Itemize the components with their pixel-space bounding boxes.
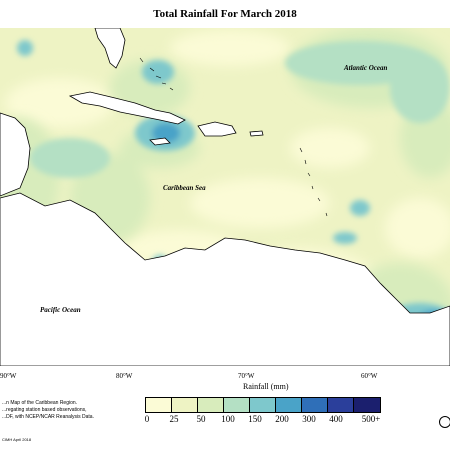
legend-swatch [328,398,354,412]
longitude-label: 90°W [0,372,17,380]
land-masses [0,28,450,366]
info-icon[interactable] [439,416,450,428]
pacific-ocean-label: Pacific Ocean [40,306,81,314]
legend-tick-label: 400 [329,414,343,424]
atlantic-ocean-label: Atlantic Ocean [344,64,388,72]
legend-swatch [250,398,276,412]
legend-tick-label: 500+ [361,414,381,424]
legend-tick-label: 300 [302,414,316,424]
legend-swatch [276,398,302,412]
legend-tick-label: 25 [169,414,179,424]
caption-line: ...regating station based observations, [2,407,87,413]
legend-tick-label: 50 [196,414,206,424]
legend-ticks: 0 25 50 100 150 200 300 400 500+ [145,414,415,426]
legend-swatch [354,398,380,412]
map-title: Total Rainfall For March 2018 [153,8,297,20]
caption-line: ...n Map of the Caribbean Region. [2,400,78,406]
legend-swatch [146,398,172,412]
legend-tick-label: 0 [144,414,150,424]
legend-tick-label: 100 [221,414,235,424]
credit-text: CIMH April 2018 [2,437,32,442]
caribbean-sea-label: Caribbean Sea [163,184,206,192]
legend-swatch [224,398,250,412]
longitude-label: 80°W [116,372,133,380]
longitude-label: 70°W [238,372,255,380]
legend-title: Rainfall (mm) [243,382,289,391]
legend-swatch [172,398,198,412]
map-caption: ...n Map of the Caribbean Region. ...reg… [2,400,142,421]
legend-swatch [302,398,328,412]
rainfall-map [0,28,450,366]
caption-line: ...DF, with NCEP/NCAR Reanalysis Data. [2,414,94,420]
legend-tick-label: 200 [275,414,289,424]
legend-swatch [198,398,224,412]
legend-tick-label: 150 [248,414,262,424]
bahamas-islands [139,57,328,217]
rainfall-legend [145,397,381,413]
longitude-label: 60°W [361,372,378,380]
